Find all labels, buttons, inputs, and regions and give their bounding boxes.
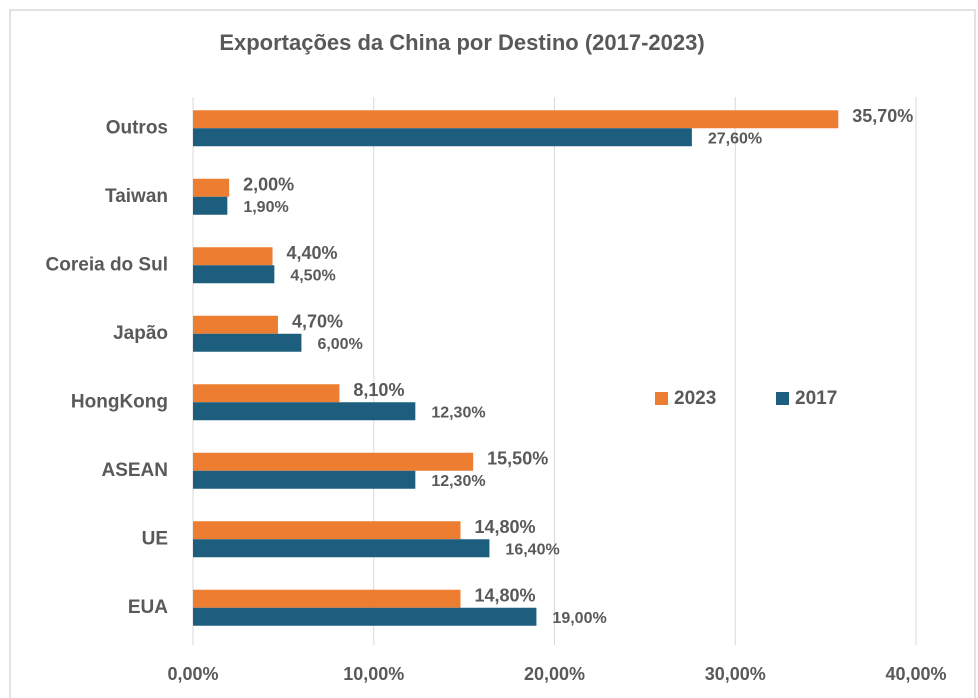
bar bbox=[193, 128, 692, 147]
bar bbox=[193, 384, 340, 403]
legend-swatch bbox=[655, 392, 668, 405]
x-tick-label: 20,00% bbox=[524, 664, 585, 684]
y-tick-label: Taiwan bbox=[105, 186, 168, 207]
legend-label: 2023 bbox=[674, 388, 716, 409]
data-label: 8,10% bbox=[353, 380, 404, 400]
data-label: 12,30% bbox=[431, 404, 485, 421]
x-tick-label: 10,00% bbox=[343, 664, 404, 684]
data-label: 19,00% bbox=[552, 610, 606, 627]
bar bbox=[193, 402, 416, 421]
bar bbox=[193, 521, 461, 540]
bar bbox=[193, 607, 537, 626]
bar bbox=[193, 110, 839, 129]
data-label: 1,90% bbox=[243, 199, 288, 216]
bar bbox=[193, 196, 228, 215]
y-tick-label: EUA bbox=[128, 597, 168, 618]
y-tick-label: Outros bbox=[106, 117, 168, 138]
y-tick-label: HongKong bbox=[71, 391, 168, 412]
bar bbox=[193, 265, 275, 284]
bar bbox=[193, 247, 273, 266]
data-label: 12,30% bbox=[431, 473, 485, 490]
y-tick-label: Coreia do Sul bbox=[46, 254, 168, 275]
data-label: 14,80% bbox=[475, 517, 536, 537]
bar bbox=[193, 178, 230, 197]
bar bbox=[193, 589, 461, 608]
data-label: 35,70% bbox=[852, 106, 913, 126]
y-tick-label: Japão bbox=[113, 323, 168, 344]
data-label: 15,50% bbox=[487, 449, 548, 469]
x-tick-label: 30,00% bbox=[705, 664, 766, 684]
bar bbox=[193, 470, 416, 489]
data-label: 27,60% bbox=[708, 130, 762, 147]
x-tick-label: 40,00% bbox=[885, 664, 946, 684]
data-label: 14,80% bbox=[475, 586, 536, 606]
bar bbox=[193, 333, 302, 352]
data-label: 4,40% bbox=[287, 243, 338, 263]
x-tick-label: 0,00% bbox=[167, 664, 218, 684]
data-label: 2,00% bbox=[243, 175, 294, 195]
y-tick-label: ASEAN bbox=[101, 460, 168, 481]
data-label: 4,70% bbox=[292, 312, 343, 332]
bar bbox=[193, 452, 474, 471]
data-label: 6,00% bbox=[317, 336, 362, 353]
data-label: 4,50% bbox=[290, 267, 335, 284]
data-label: 16,40% bbox=[505, 541, 559, 558]
legend-swatch bbox=[776, 392, 789, 405]
y-tick-label: UE bbox=[142, 528, 168, 549]
legend-label: 2017 bbox=[795, 388, 837, 409]
bar bbox=[193, 539, 490, 558]
bar bbox=[193, 315, 278, 334]
chart-title: Exportações da China por Destino (2017-2… bbox=[219, 30, 704, 55]
